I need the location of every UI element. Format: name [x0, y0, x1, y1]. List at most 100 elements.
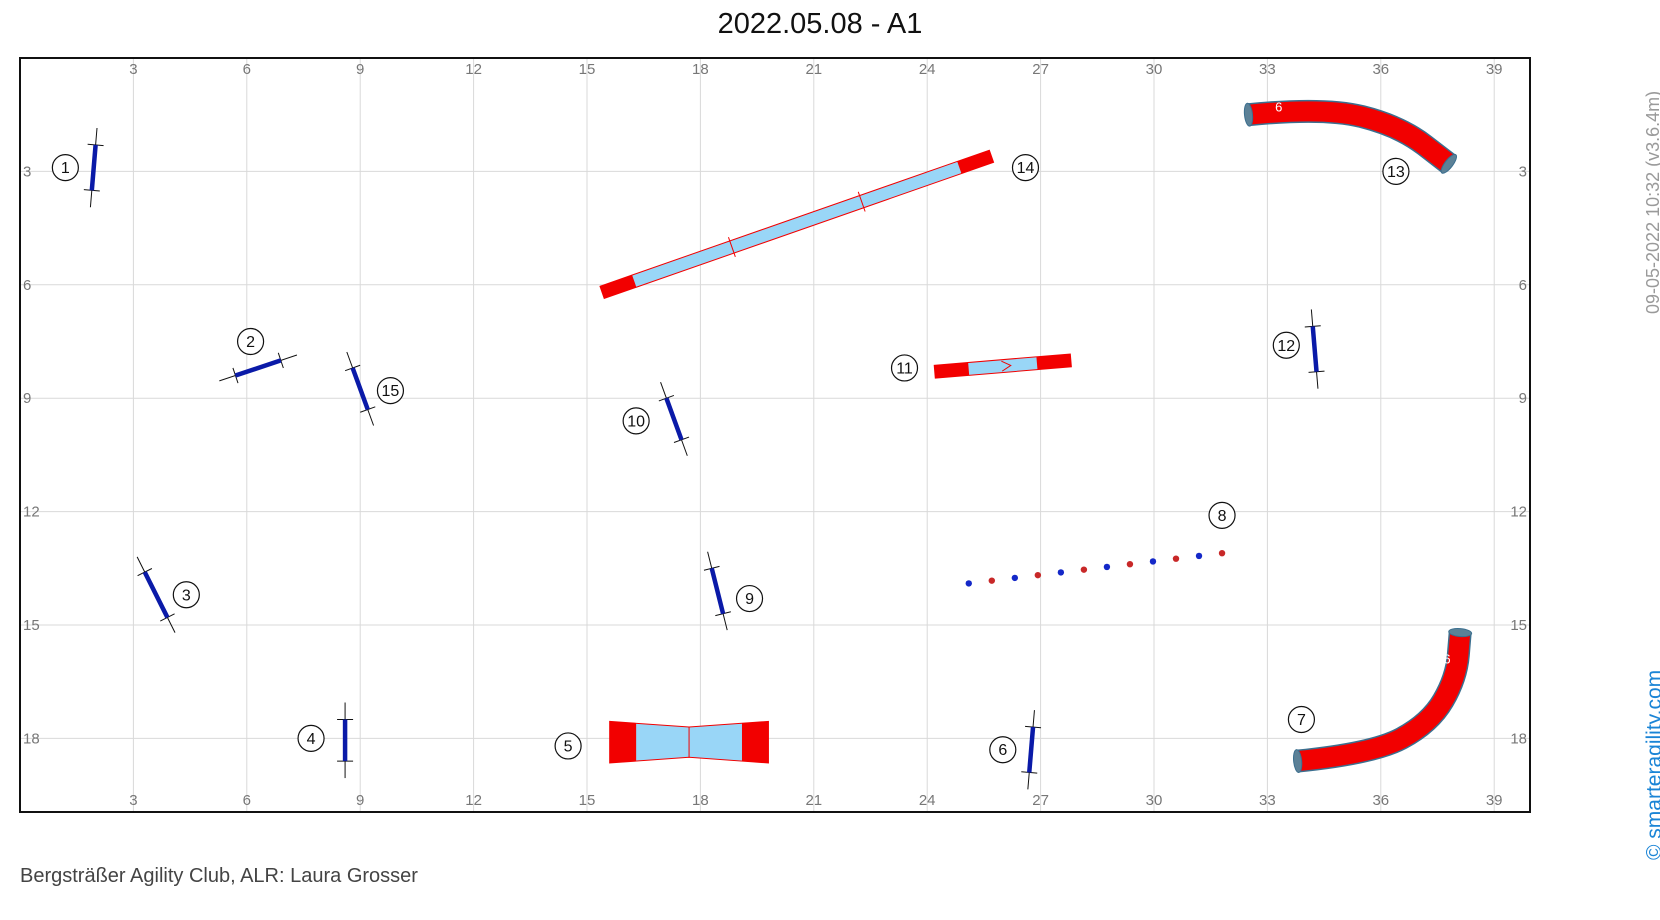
x-tick-label-top: 39: [1486, 61, 1503, 78]
obstacle-number-circle: [297, 724, 325, 753]
obstacle-number-circle: [1382, 157, 1410, 185]
weave-pole: [988, 577, 996, 584]
y-tick-label-right: 18: [1510, 730, 1527, 747]
obstacle-number-circle: [1272, 331, 1300, 359]
x-tick-label-bottom: 36: [1372, 792, 1389, 809]
obstacle-5-table: 5: [554, 720, 769, 764]
obstacle-number-circle: [1287, 705, 1316, 734]
dogwalk-joint: [727, 236, 736, 258]
obstacle-3-jump: 3: [136, 556, 200, 633]
weave-pole: [1172, 555, 1180, 562]
jump-upright: [137, 568, 153, 577]
obstacle-number: 3: [182, 587, 191, 604]
obstacle-10-jump: 10: [622, 382, 690, 456]
x-tick-label-top: 18: [692, 61, 709, 78]
x-tick-label-bottom: 30: [1146, 792, 1163, 809]
tunnel-length-label: 6: [1443, 652, 1450, 667]
course-border: [19, 57, 1531, 813]
x-tick-label-bottom: 15: [579, 792, 596, 809]
jump-bar: [234, 358, 282, 378]
dogwalk-contact-zone: [599, 275, 637, 299]
course-title: 2022.05.08 - A1: [717, 8, 923, 40]
obstacle-number-circle: [236, 327, 265, 356]
y-tick-label-left: 9: [23, 390, 31, 407]
x-tick-label-top: 15: [579, 61, 596, 78]
jump-bar: [350, 367, 370, 411]
obstacle-number-circle: [376, 377, 405, 405]
obstacle-14-dogwalk: 14: [599, 149, 1040, 300]
x-tick-label-bottom: 27: [1032, 792, 1049, 809]
obstacle-number: 8: [1218, 508, 1227, 525]
y-tick-label-left: 12: [23, 504, 40, 521]
weave-pole: [1080, 566, 1088, 573]
x-tick-label-bottom: 21: [805, 792, 822, 809]
weave-pole: [1011, 574, 1019, 582]
tunnel-opening: [1448, 627, 1473, 638]
jump-bar: [664, 397, 684, 441]
x-tick-label-bottom: 12: [465, 792, 482, 809]
jump-bar: [1027, 726, 1036, 773]
x-tick-label-top: 21: [805, 61, 822, 78]
obstacle-number-circle: [890, 354, 919, 382]
tunnel-body: [1247, 101, 1455, 172]
obstacle-4-jump: 4: [297, 702, 354, 779]
dogwalk-joint: [857, 191, 866, 212]
x-tick-label-bottom: 24: [919, 792, 936, 809]
obstacle-number: 13: [1387, 164, 1405, 181]
obstacle-number-circle: [1208, 501, 1236, 529]
obstacle-number: 9: [745, 591, 754, 608]
x-tick-label-top: 36: [1372, 61, 1389, 78]
x-tick-label-top: 12: [465, 61, 482, 78]
side-timestamp: 09-05-2022 10:32 (v3.6.4m): [1643, 90, 1660, 314]
obstacle-8-weave: 8: [965, 501, 1236, 587]
tire-end-block: [741, 721, 769, 763]
jump-upright: [160, 613, 175, 622]
seesaw-direction-arrow: [1001, 360, 1012, 372]
x-tick-label-bottom: 3: [129, 792, 137, 809]
obstacle-number-circle: [622, 407, 650, 435]
obstacle-number: 14: [1017, 160, 1035, 177]
tunnel-length-label: 6: [1275, 100, 1282, 115]
x-tick-label-top: 9: [356, 61, 364, 78]
x-tick-label-top: 33: [1259, 61, 1276, 78]
weave-pole: [1057, 569, 1065, 576]
obstacle-number: 15: [382, 383, 400, 400]
y-tick-label-right: 3: [1519, 163, 1527, 180]
x-tick-label-top: 24: [919, 61, 936, 78]
jump-upright: [232, 367, 239, 384]
dogwalk-contact-zone: [957, 150, 994, 174]
y-tick-label-right: 12: [1510, 504, 1527, 521]
obstacle-number-circle: [735, 584, 764, 613]
obstacle-number: 6: [998, 742, 1007, 759]
x-tick-label-top: 3: [129, 61, 137, 78]
jump-upright: [715, 611, 731, 617]
obstacle-number: 7: [1297, 712, 1306, 729]
y-tick-label-left: 6: [23, 277, 31, 294]
tunnel-opening: [1243, 102, 1254, 127]
obstacle-number-circle: [989, 736, 1017, 764]
x-tick-label-bottom: 39: [1486, 792, 1503, 809]
obstacle-number: 11: [896, 360, 913, 377]
brand-link[interactable]: © smarteragility.com: [1643, 669, 1660, 860]
weave-pole: [1195, 552, 1203, 560]
weave-pole: [1034, 571, 1042, 579]
obstacle-number: 12: [1277, 338, 1295, 355]
y-tick-label-left: 3: [23, 163, 31, 180]
obstacle-11-seesaw: 11: [890, 353, 1072, 382]
jump-bar: [142, 571, 170, 619]
weave-pole: [1218, 549, 1226, 557]
obstacle-12-jump: 12: [1272, 309, 1325, 389]
obstacle-number: 5: [564, 738, 573, 755]
y-tick-label-right: 15: [1510, 617, 1527, 634]
x-tick-label-bottom: 33: [1259, 792, 1276, 809]
x-tick-label-bottom: 18: [692, 792, 709, 809]
y-tick-label-right: 6: [1519, 277, 1527, 294]
obstacle-number: 1: [61, 160, 70, 177]
seesaw-contact-zone: [934, 362, 970, 379]
tunnel-opening: [1292, 749, 1303, 774]
grid-layer: 3366991212151518182121242427273030333336…: [20, 58, 1530, 812]
jump-bar: [1310, 326, 1319, 372]
obstacle-number: 2: [246, 334, 255, 351]
